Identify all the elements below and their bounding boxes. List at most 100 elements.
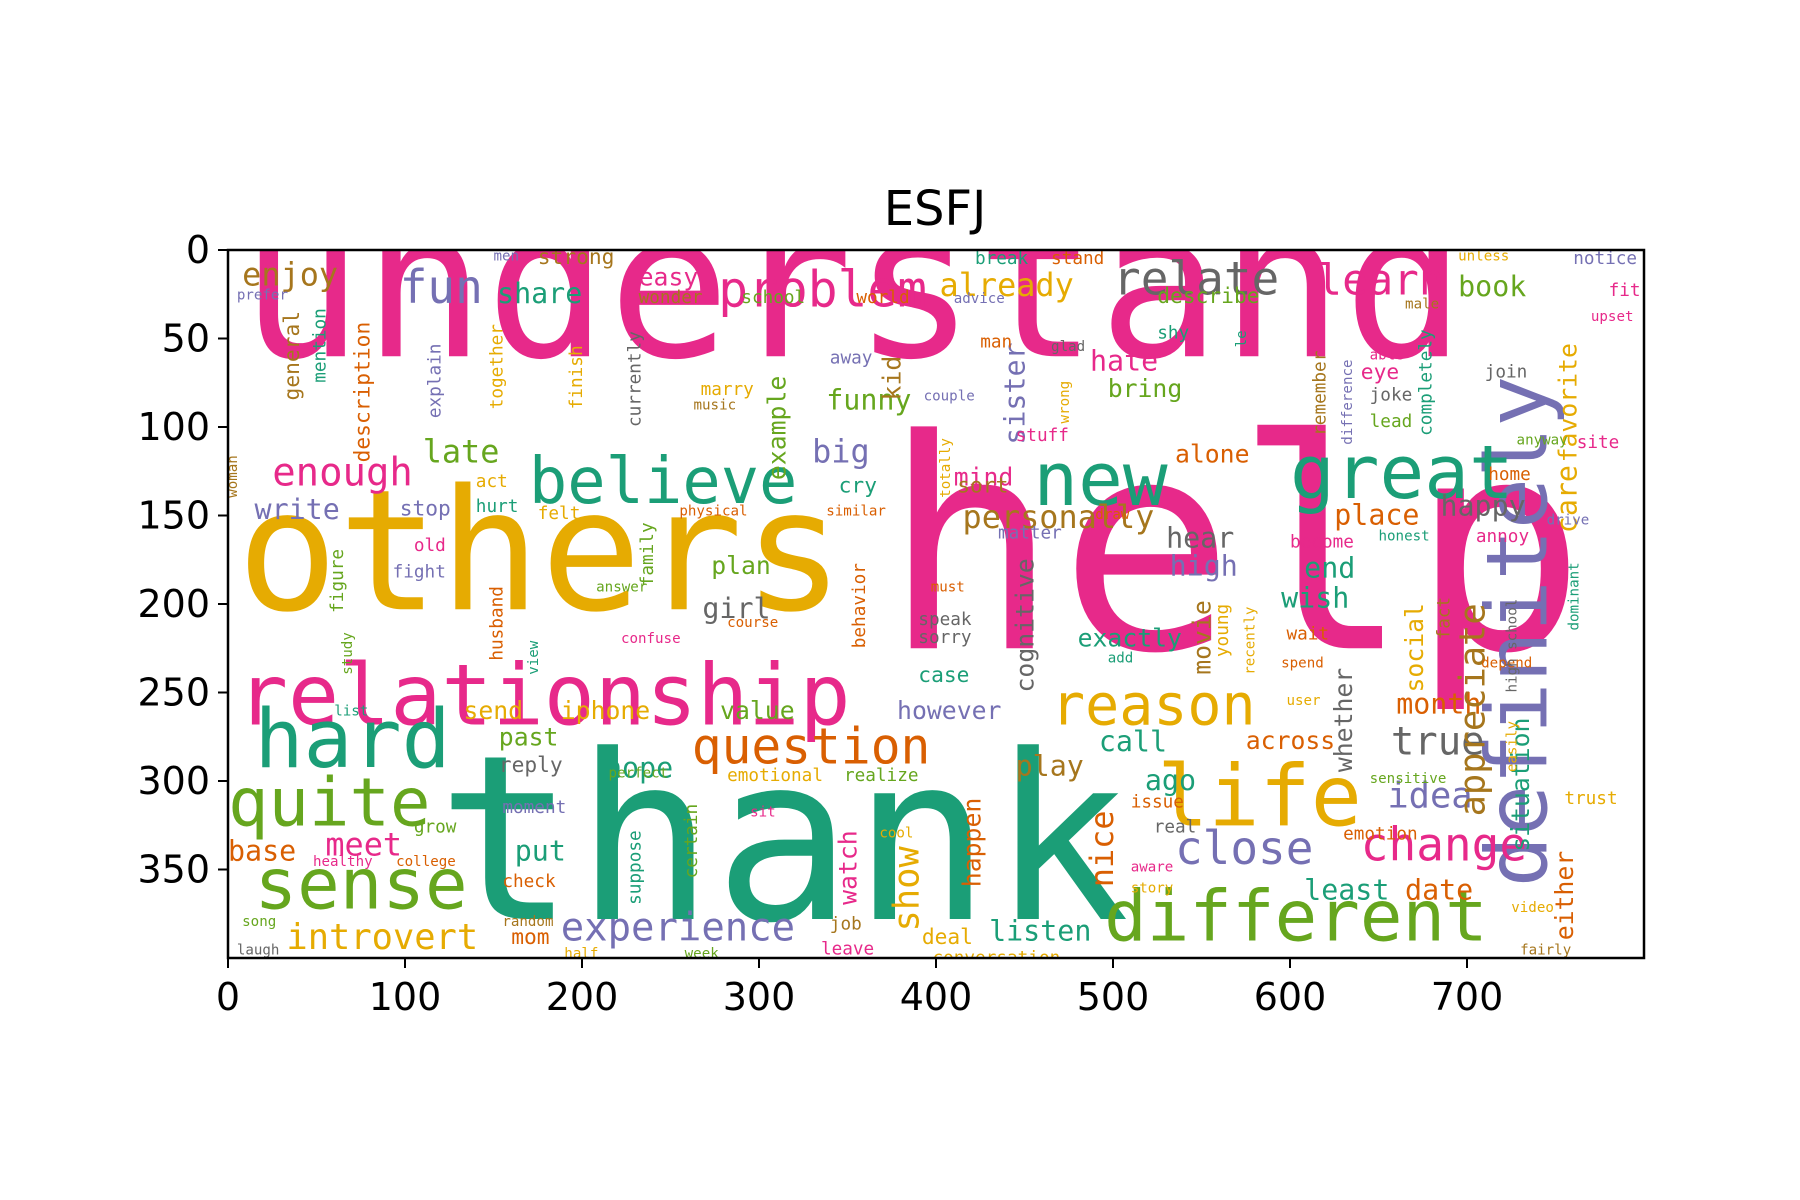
word-become: become — [1290, 532, 1354, 552]
word-others: others — [237, 453, 844, 649]
word-story: story — [1131, 881, 1174, 897]
word-relationship: relationship — [237, 646, 851, 745]
word-recently: recently — [1243, 607, 1259, 675]
word-answer: answer — [596, 580, 647, 596]
word-must: must — [931, 580, 965, 596]
word-draw: draw — [1095, 507, 1130, 523]
word-together: together — [487, 324, 507, 409]
word-easy: easy — [639, 262, 699, 291]
word-wait: wait — [1286, 624, 1329, 644]
word-unless: unless — [1458, 249, 1509, 265]
word-fairly: fairly — [1520, 942, 1571, 958]
word-random: random — [502, 914, 553, 930]
word-anyway: anyway — [1517, 433, 1568, 449]
word-grow: grow — [414, 817, 457, 837]
word-notice: notice — [1573, 249, 1637, 269]
x-tick-label: 600 — [1254, 975, 1327, 1019]
x-tick-label: 500 — [1077, 975, 1150, 1019]
word-home: home — [1488, 465, 1531, 485]
word-able: able — [1370, 348, 1404, 364]
word-school: school — [741, 288, 805, 308]
word-video: video — [1511, 900, 1554, 916]
word-check: check — [502, 872, 556, 892]
word-across: across — [1246, 726, 1335, 755]
word-conversation: conversation — [932, 948, 1060, 968]
word-aware: aware — [1131, 859, 1174, 875]
word-user: user — [1286, 693, 1320, 709]
word-write: write — [255, 493, 340, 526]
word-break: break — [975, 249, 1029, 269]
word-favorite: favorite — [1554, 343, 1583, 462]
word-music: music — [694, 397, 737, 413]
word-joke: joke — [1370, 385, 1413, 405]
word-fact: fact — [1434, 597, 1454, 640]
word-felt: felt — [538, 504, 581, 524]
word-trust: trust — [1564, 789, 1617, 809]
word-explain: explain — [425, 344, 445, 419]
word-marry: marry — [701, 380, 754, 400]
word-cognitive: cognitive — [1010, 558, 1039, 692]
word-sense: sense — [255, 842, 468, 925]
word-site: site — [1577, 433, 1620, 453]
y-tick-label: 0 — [186, 228, 210, 272]
word-speak: speak — [918, 610, 972, 630]
y-tick-label: 100 — [137, 405, 210, 449]
word-true: true — [1391, 719, 1485, 764]
word-issue: issue — [1131, 793, 1184, 813]
chart-title: ESFJ — [884, 181, 987, 237]
word-listen: listen — [989, 914, 1091, 947]
word-share: share — [497, 277, 582, 310]
word-late: late — [423, 432, 500, 470]
word-shy: shy — [1157, 324, 1189, 344]
word-spend: spend — [1281, 656, 1324, 672]
word-annoy: annoy — [1476, 527, 1529, 547]
word-figure: figure — [328, 549, 348, 613]
word-problem: problem — [718, 261, 927, 319]
word-easily: easily — [1505, 721, 1521, 772]
word-place: place — [1334, 498, 1419, 531]
word-hard: hard — [255, 692, 451, 787]
word-deal: deal — [922, 925, 973, 950]
word-end: end — [1304, 551, 1355, 584]
word-close: close — [1175, 821, 1314, 875]
word-completely: completely — [1417, 329, 1437, 436]
word-similar: similar — [826, 504, 886, 520]
word-base: base — [228, 835, 296, 868]
word-difference: difference — [1340, 359, 1356, 444]
word-description: description — [351, 322, 376, 463]
word-help: help — [883, 377, 1586, 717]
word-happy: happy — [1440, 490, 1525, 523]
x-tick-label: 300 — [723, 975, 796, 1019]
word-meet: meet — [325, 825, 402, 863]
word-sort: sort — [957, 473, 1008, 498]
word-describe: describe — [1157, 284, 1259, 309]
x-tick-label: 200 — [546, 975, 619, 1019]
word-week: week — [685, 946, 720, 962]
word-drive: drive — [1547, 512, 1590, 528]
word-funny: funny — [826, 383, 911, 416]
word-wrong: wrong — [1057, 381, 1073, 424]
word-dominant: dominant — [1567, 562, 1583, 630]
word-big: big — [812, 432, 870, 470]
word-confuse: confuse — [621, 631, 681, 647]
word-hurt: hurt — [476, 497, 519, 517]
word-add: add — [1108, 650, 1134, 666]
word-plan: plan — [711, 551, 771, 580]
word-movie: movie — [1187, 600, 1216, 675]
word-different: different — [1104, 874, 1488, 957]
x-tick-label: 0 — [216, 975, 240, 1019]
word-eye: eye — [1361, 360, 1399, 385]
word-moment: moment — [502, 798, 566, 818]
word-wonder: wonder — [639, 288, 703, 308]
word-example: example — [763, 376, 792, 480]
word-mention: mention — [310, 308, 330, 383]
word-hope: hope — [605, 751, 673, 784]
word-remember: remember — [1310, 351, 1330, 436]
word-join: join — [1485, 362, 1528, 382]
word-fight: fight — [393, 562, 446, 582]
word-fit: fit — [1609, 281, 1641, 301]
